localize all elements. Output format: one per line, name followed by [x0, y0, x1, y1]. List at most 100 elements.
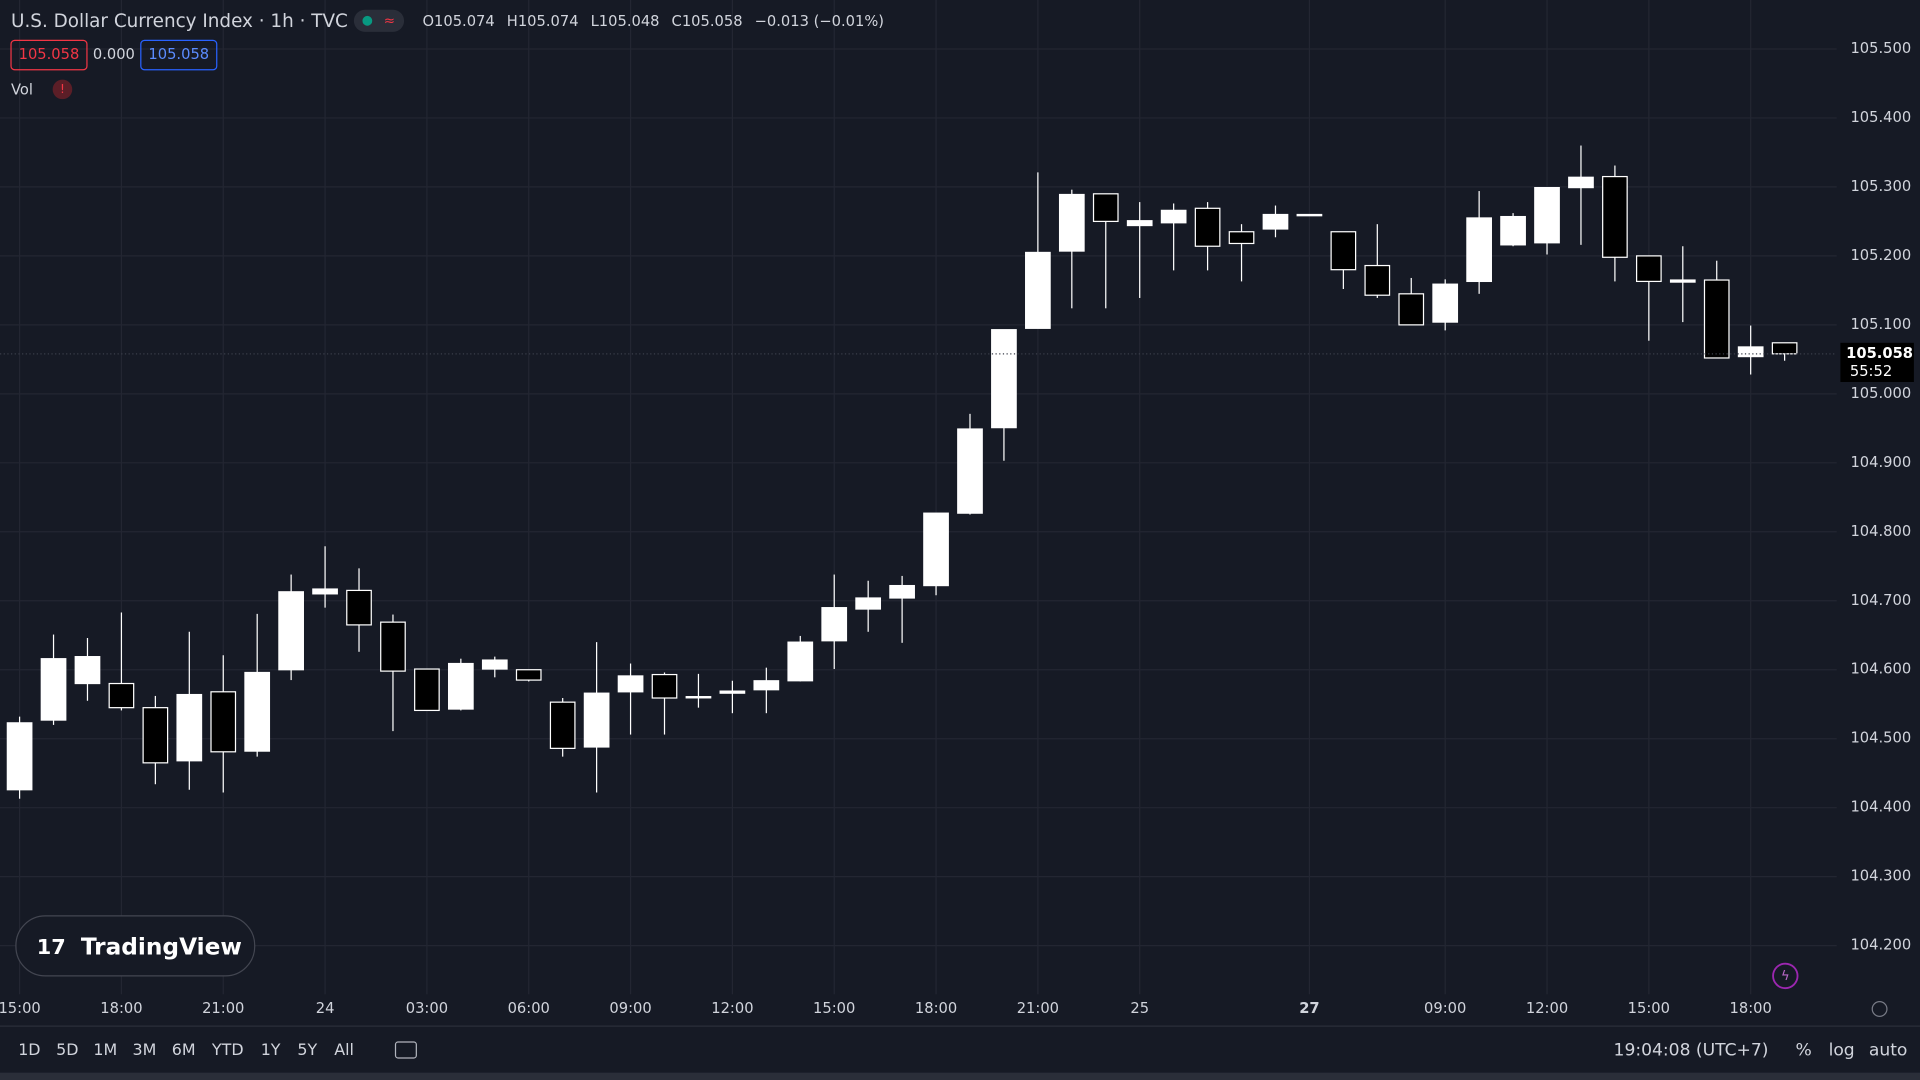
scale-button[interactable]: log: [1829, 1041, 1855, 1061]
scale-button[interactable]: auto: [1869, 1041, 1908, 1061]
input-value: 0.000: [93, 46, 135, 63]
range-button[interactable]: All: [334, 1040, 354, 1059]
ohlc-key: O: [422, 13, 434, 30]
x-tick-label: 15:00: [0, 1000, 41, 1017]
candle-body: [312, 588, 338, 595]
ohlc-value: 105.074: [434, 13, 495, 30]
candle-body: [1092, 193, 1119, 223]
candle-body: [40, 658, 67, 721]
candle-body: [991, 329, 1017, 429]
candle-body: [1703, 279, 1730, 359]
candle-body: [1364, 264, 1391, 296]
y-tick-label: 104.900: [1850, 454, 1911, 471]
candle-body: [821, 607, 848, 642]
x-tick-label: 21:00: [202, 1000, 244, 1017]
y-tick-label: 104.400: [1850, 799, 1911, 816]
candle-body: [617, 675, 644, 693]
x-tick-label: 12:00: [711, 1000, 753, 1017]
candle-body: [1194, 207, 1221, 247]
candle-body: [753, 680, 780, 691]
candle-body: [1602, 175, 1628, 258]
scale-button[interactable]: %: [1796, 1041, 1812, 1061]
toolbar: 1D 5D 1M 3M 6M YTD 1Y 5Y All% log auto: [18, 1040, 1907, 1061]
ohlc-key: C: [672, 13, 682, 30]
ohlc-key: H: [507, 13, 518, 30]
ohlc-change: −0.013 (−0.01%): [755, 13, 884, 30]
ohlc-key: L: [591, 13, 600, 30]
candle-body: [787, 641, 814, 682]
candle-body: [278, 591, 304, 671]
candle-body: [957, 428, 983, 514]
y-tick-label: 104.200: [1850, 937, 1911, 954]
candle-body: [1228, 231, 1255, 245]
y-tick-label: 105.500: [1850, 40, 1911, 57]
x-tick-label: 18:00: [1730, 1000, 1772, 1017]
candle-body: [74, 656, 101, 685]
last-price-label: 105.058: [1846, 345, 1913, 362]
x-tick-label: 25: [1130, 1000, 1149, 1017]
candle-body: [176, 693, 203, 762]
input-box[interactable]: [140, 39, 218, 71]
range-button[interactable]: 3M: [133, 1040, 157, 1059]
y-tick-label: 105.300: [1850, 178, 1911, 195]
candle-body: [1126, 220, 1153, 227]
ohlc: O105.074 H105.074 L105.048 C105.058 −0.0…: [422, 13, 884, 30]
lightning-icon: ϟ: [1781, 969, 1790, 984]
input-value: 105.058: [148, 46, 209, 63]
chart-title: U.S. Dollar Currency Index · 1h · TVC: [11, 11, 348, 32]
y-tick-label: 105.200: [1850, 247, 1911, 264]
candle-body: [244, 671, 271, 752]
lightning-button[interactable]: [1772, 962, 1799, 990]
y-tick-label: 104.500: [1850, 730, 1911, 747]
candle-body: [889, 584, 915, 599]
y-tick-label: 105.400: [1850, 109, 1911, 126]
candle-body: [1737, 346, 1764, 358]
range-button[interactable]: 6M: [172, 1040, 196, 1059]
candle-body: [719, 690, 746, 694]
logo-box[interactable]: [15, 915, 256, 977]
status-icon: ≈: [384, 14, 395, 29]
date-range-button[interactable]: [394, 1041, 417, 1059]
candle-body: [923, 512, 949, 587]
x-tick-label: 03:00: [406, 1000, 448, 1017]
candle-body: [651, 673, 678, 699]
bottom-strip: [0, 1072, 1920, 1080]
range-button[interactable]: YTD: [211, 1040, 244, 1059]
y-tick-label: 104.600: [1850, 661, 1911, 678]
candle-body: [1025, 251, 1051, 329]
input-box[interactable]: [10, 39, 88, 71]
ohlc-value: 105.074: [518, 13, 579, 30]
candle-body: [447, 662, 474, 710]
candle-body: [142, 707, 169, 764]
candle-body: [1262, 213, 1289, 230]
x-tick-label: 21:00: [1017, 1000, 1059, 1017]
x-tick-label: 18:00: [915, 1000, 957, 1017]
ohlc-value: 105.048: [599, 13, 660, 30]
candle-body: [1568, 176, 1594, 189]
x-tick-label: 15:00: [813, 1000, 855, 1017]
status-dot: [362, 15, 373, 26]
clock: 19:04:08 (UTC+7): [1614, 1041, 1769, 1061]
ohlc-value: 105.058: [682, 13, 743, 30]
x-tick-label: 24: [316, 1000, 335, 1017]
settings-button[interactable]: [1871, 1001, 1888, 1017]
candle-body: [583, 692, 610, 748]
candle-body: [1466, 217, 1492, 283]
status-pill[interactable]: [353, 9, 405, 32]
range-button[interactable]: 5D: [56, 1040, 78, 1059]
range-button[interactable]: 5Y: [297, 1040, 317, 1059]
candle-body: [855, 597, 882, 610]
candle-body: [1330, 231, 1357, 271]
warning-icon[interactable]: [52, 79, 73, 100]
countdown: 55:52: [1850, 363, 1892, 380]
range-button[interactable]: 1M: [93, 1040, 117, 1059]
range-button[interactable]: 1D: [18, 1040, 40, 1059]
range-button[interactable]: 1Y: [261, 1040, 281, 1059]
last-price-tag: [1840, 342, 1914, 382]
indicator-label: Vol: [11, 82, 33, 99]
candle-body: [515, 669, 542, 681]
candle-body: [1635, 255, 1662, 283]
candle-body: [6, 722, 33, 791]
candle-body: [108, 682, 135, 709]
